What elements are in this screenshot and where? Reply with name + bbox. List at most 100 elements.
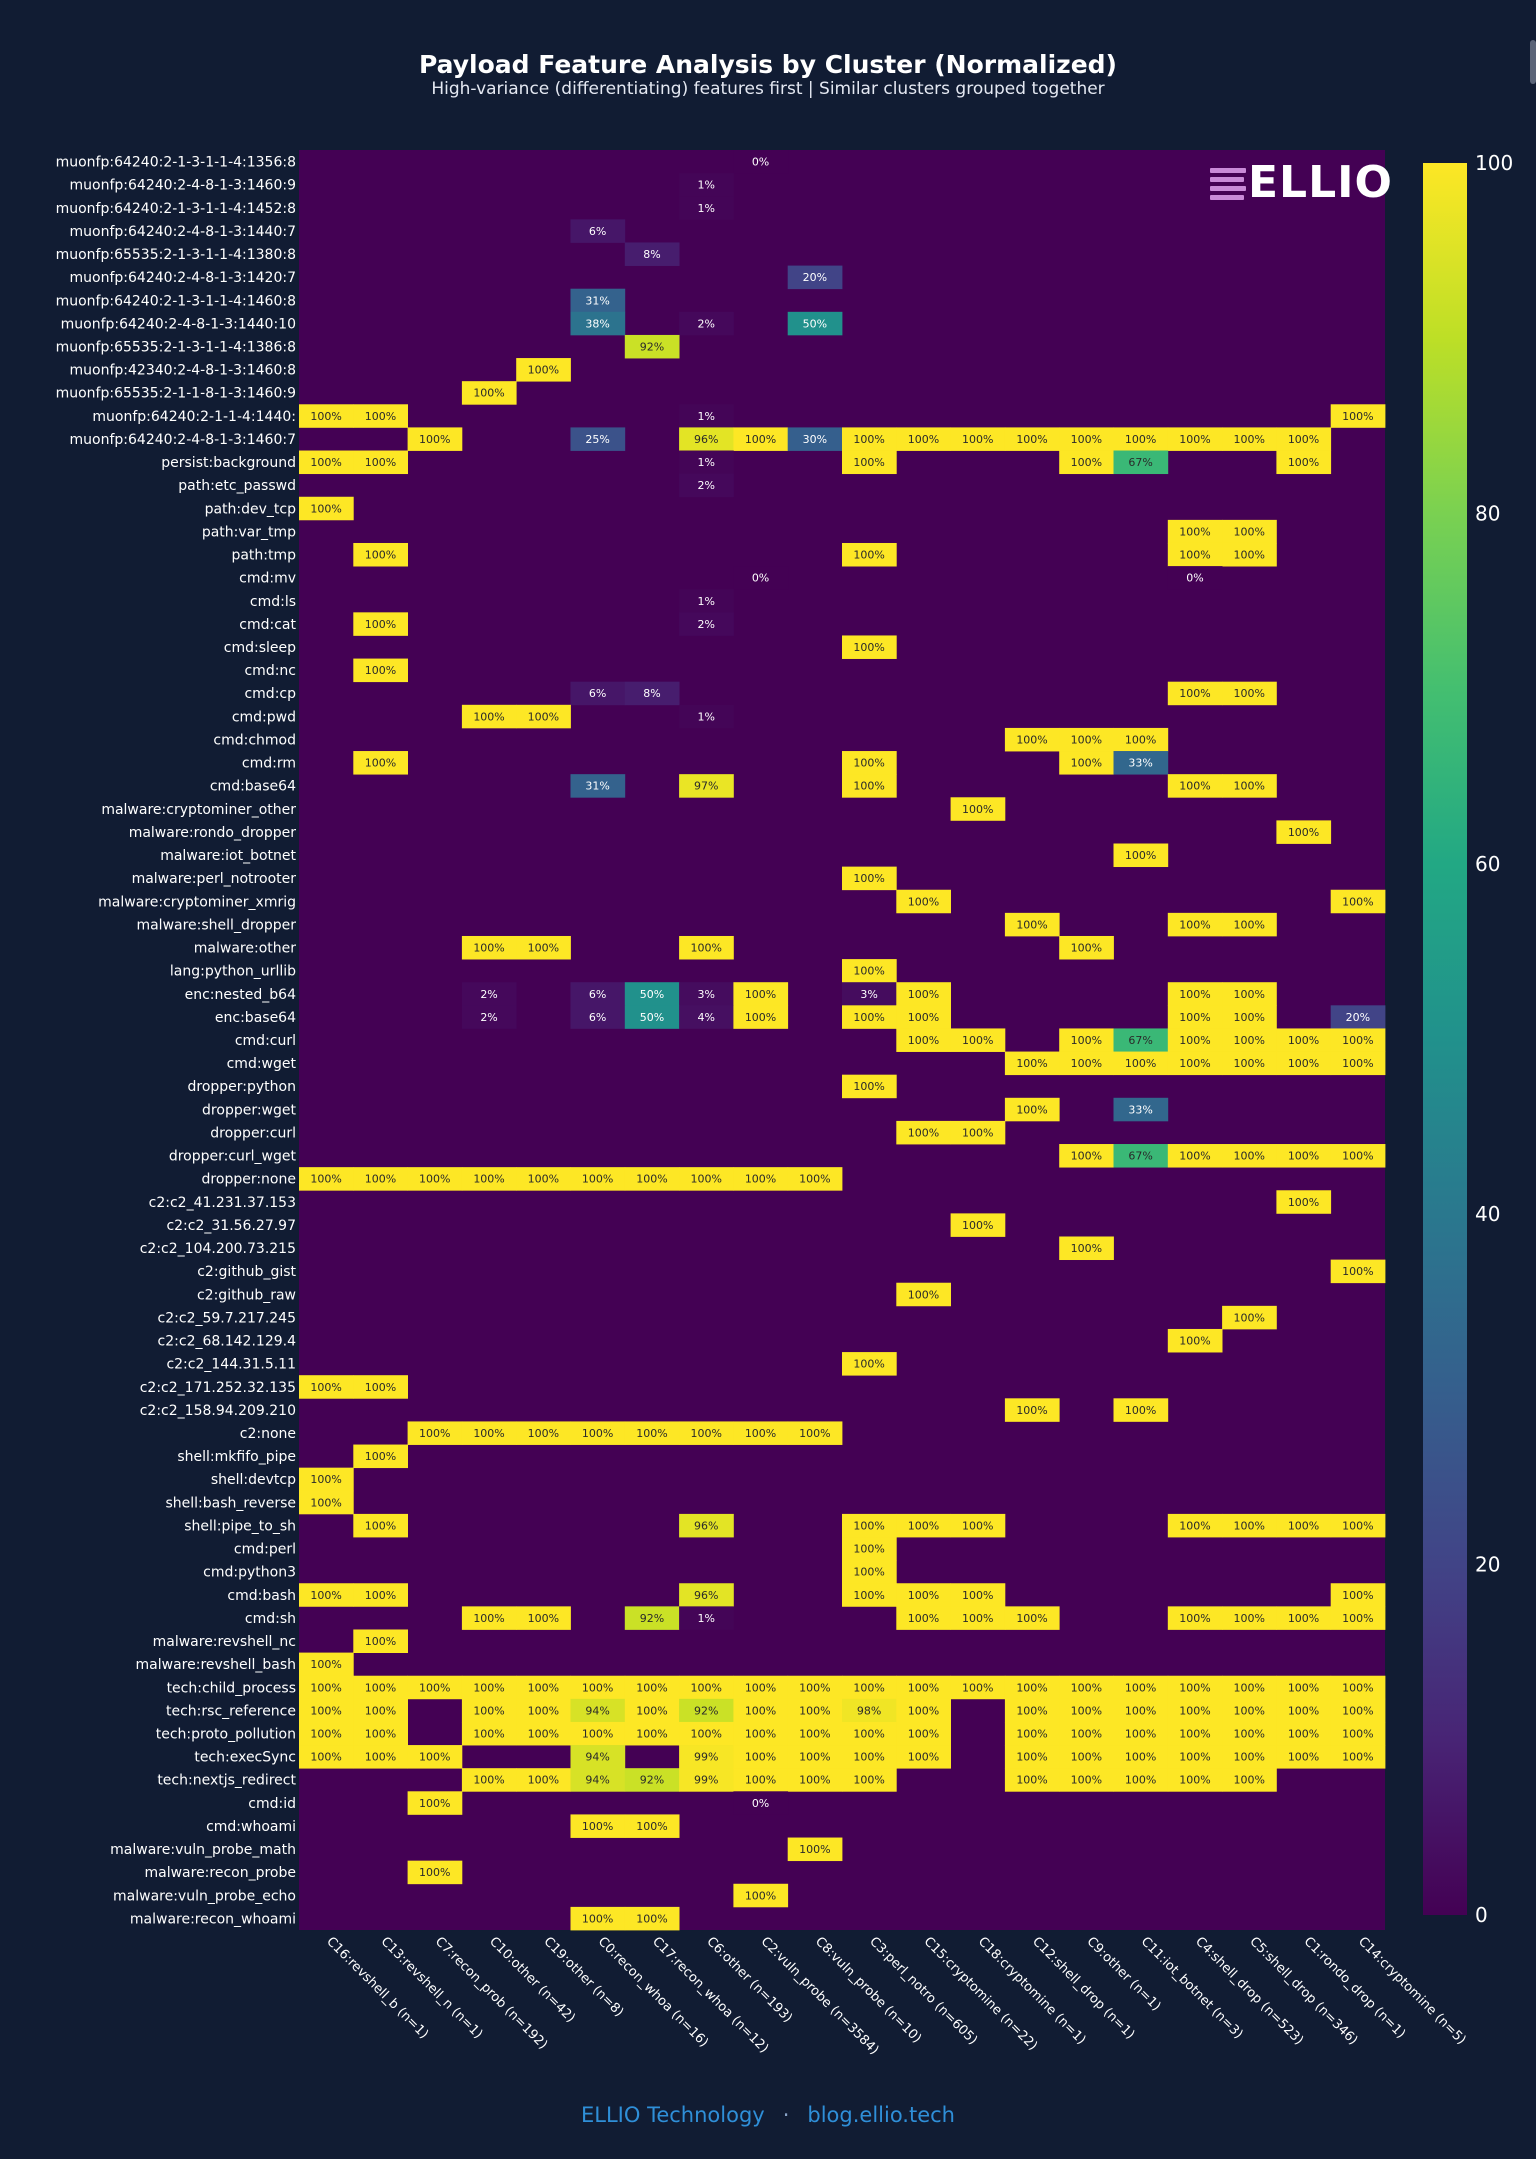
cell-value-label: 100% xyxy=(310,1173,341,1186)
heatmap-cell xyxy=(842,1675,897,1700)
cell-value-label: 100% xyxy=(1179,1728,1210,1741)
heatmap-cell xyxy=(1004,912,1060,937)
heatmap-cell xyxy=(1167,681,1223,706)
heatmap-cell xyxy=(353,1513,408,1538)
cell-value-label: 100% xyxy=(473,942,504,955)
chart-subtitle: High-variance (differentiating) features… xyxy=(431,79,1105,99)
x-tick-label: C16:revshell_b (n=1) xyxy=(323,1934,431,2042)
x-tick-label: C11:iot_botnet (n=3) xyxy=(1138,1934,1246,2042)
heatmap-cell xyxy=(1222,542,1277,567)
cell-value-label: 100% xyxy=(1016,1612,1047,1625)
heatmap-cell xyxy=(1276,1513,1332,1538)
heatmap-cell xyxy=(1167,1144,1223,1168)
heatmap-cell xyxy=(950,1028,1006,1052)
cell-value-label: 100% xyxy=(473,1704,504,1717)
colorbar-tick-label: 80 xyxy=(1475,501,1500,525)
heatmap-cell xyxy=(570,1698,626,1723)
heatmap-cell xyxy=(1113,1398,1169,1422)
cell-value-label: 100% xyxy=(1342,1150,1373,1163)
cell-value-label: 100% xyxy=(799,1173,830,1186)
heatmap-cell xyxy=(679,1745,734,1769)
y-tick-label: shell:devtcp xyxy=(211,1472,296,1488)
colorbar-tick-label: 100 xyxy=(1475,151,1513,175)
heatmap-cell xyxy=(299,1490,354,1515)
heatmap-cell xyxy=(733,427,789,451)
cell-value-label: 100% xyxy=(1125,1774,1156,1787)
heatmap-cell xyxy=(842,1768,897,1792)
heatmap-cell xyxy=(1330,1583,1386,1607)
heatmap-cell xyxy=(679,473,734,498)
heatmap-cell xyxy=(733,1883,789,1908)
cell-value-label: 100% xyxy=(1016,1057,1047,1070)
heatmap-cell xyxy=(679,311,734,336)
cell-value-label: 100% xyxy=(528,1728,559,1741)
cell-value-label: 100% xyxy=(1179,1774,1210,1787)
cell-value-label: 100% xyxy=(1288,1519,1319,1532)
cell-value-label: 100% xyxy=(1288,1704,1319,1717)
cell-value-label: 100% xyxy=(1071,1728,1102,1741)
cell-value-label: 100% xyxy=(1234,1728,1265,1741)
cell-value-label: 100% xyxy=(853,456,884,469)
cell-value-label: 96% xyxy=(694,433,718,446)
y-tick-label: muonfp:42340:2-4-8-1-3:1460:8 xyxy=(70,363,296,379)
heatmap-cell xyxy=(1059,450,1114,475)
cell-value-label: 100% xyxy=(1179,433,1210,446)
heatmap-cell xyxy=(1330,1259,1386,1284)
heatmap-cell xyxy=(1222,774,1277,798)
cell-value-label: 100% xyxy=(745,1011,776,1024)
y-tick-label: persist:background xyxy=(161,455,296,471)
y-tick-label: muonfp:65535:2-1-3-1-1-4:1386:8 xyxy=(56,339,296,355)
heatmap-cell xyxy=(1330,1144,1386,1168)
heatmap-cell xyxy=(1004,1675,1060,1700)
cell-value-label: 100% xyxy=(691,1728,722,1741)
heatmap-cell xyxy=(1167,1698,1223,1723)
cell-value-label: 100% xyxy=(473,1612,504,1625)
footer-company-link[interactable]: ELLIO Technology xyxy=(581,2103,765,2127)
heatmap-cell xyxy=(733,150,789,174)
heatmap-cell xyxy=(1113,1768,1169,1792)
y-tick-label: c2:c2_158.94.209.210 xyxy=(140,1403,296,1419)
colorbar-tick-label: 0 xyxy=(1475,1903,1488,1927)
cell-value-label: 100% xyxy=(1234,433,1265,446)
y-tick-label: path:var_tmp xyxy=(202,524,296,540)
heatmap-cell xyxy=(679,1583,734,1607)
heatmap-cell xyxy=(1167,1606,1223,1630)
heatmap-cell xyxy=(896,1698,951,1723)
heatmap-cell xyxy=(353,1745,408,1769)
heatmap-cell xyxy=(1276,1698,1332,1723)
cell-value-label: 100% xyxy=(1234,1057,1265,1070)
cell-value-label: 94% xyxy=(585,1704,609,1717)
cell-value-label: 100% xyxy=(365,410,396,423)
heatmap-cell xyxy=(461,1421,517,1445)
y-tick-label: cmd:cat xyxy=(239,617,296,633)
scrollbar[interactable] xyxy=(1530,40,1536,84)
y-tick-label: c2:c2_171.252.32.135 xyxy=(140,1380,296,1396)
heatmap-cell xyxy=(516,1768,571,1792)
cell-value-label: 100% xyxy=(310,1704,341,1717)
cell-value-label: 33% xyxy=(1128,1103,1152,1116)
heatmap-cell xyxy=(787,1675,843,1700)
heatmap-cell xyxy=(842,982,897,1006)
cell-value-label: 99% xyxy=(694,1751,718,1764)
cell-value-label: 100% xyxy=(1125,1057,1156,1070)
footer-blog-link[interactable]: blog.ellio.tech xyxy=(807,2103,955,2127)
x-tick-label: C18:cryptomine (n=1) xyxy=(975,1934,1089,2048)
heatmap-cell xyxy=(1059,727,1114,752)
heatmap-cell xyxy=(624,1005,680,1029)
cell-value-label: 100% xyxy=(1342,1681,1373,1694)
heatmap-cell xyxy=(1222,1698,1277,1723)
cell-value-label: 100% xyxy=(1342,895,1373,908)
cell-value-label: 100% xyxy=(853,1774,884,1787)
cell-value-label: 100% xyxy=(473,1173,504,1186)
y-tick-label: c2:c2_144.31.5.11 xyxy=(166,1357,296,1373)
heatmap-cell xyxy=(1004,1097,1060,1122)
cell-value-label: 100% xyxy=(745,1704,776,1717)
cell-value-label: 2% xyxy=(480,988,497,1001)
cell-value-label: 100% xyxy=(636,1820,667,1833)
cell-value-label: 100% xyxy=(962,1519,993,1532)
cell-value-label: 100% xyxy=(1071,733,1102,746)
heatmap-cell xyxy=(570,1421,626,1445)
heatmap-cell xyxy=(1276,1606,1332,1630)
heatmap-cell xyxy=(896,982,951,1006)
heatmap-cell xyxy=(896,1005,951,1029)
